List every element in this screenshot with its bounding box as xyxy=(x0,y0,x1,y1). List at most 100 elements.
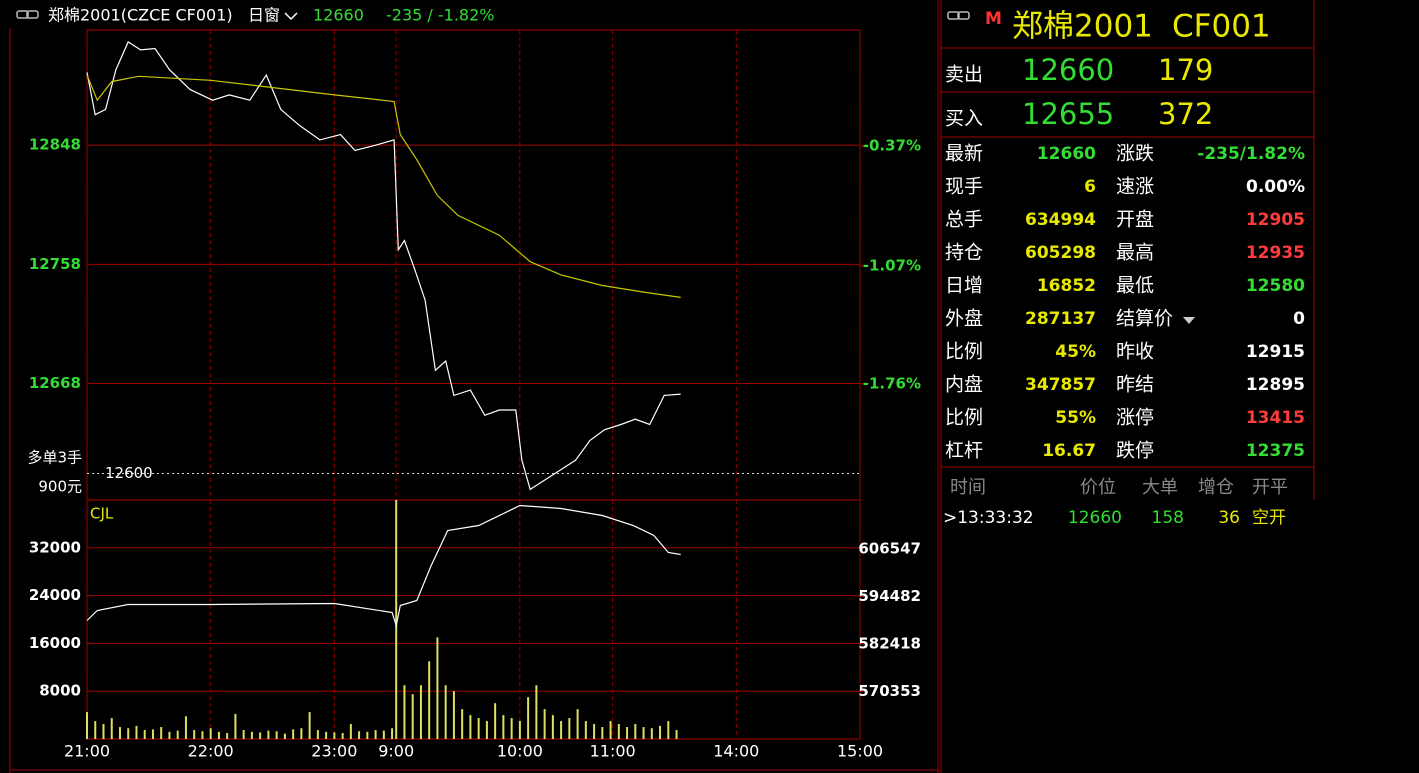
position-note: 900元 xyxy=(38,478,82,496)
dropdown-chevron[interactable] xyxy=(284,12,298,21)
quote-value: 12905 xyxy=(1246,210,1305,230)
panel-label: CJL xyxy=(90,505,114,523)
trade-header: 增仓 xyxy=(1198,477,1234,498)
volume-bar xyxy=(308,712,311,739)
header-change: -235 / -1.82% xyxy=(386,6,494,25)
volume-bar xyxy=(217,731,220,739)
y-tick-label: 8000 xyxy=(39,682,81,700)
y2-tick-label: 606547 xyxy=(858,540,921,558)
quote-label: 比例 xyxy=(945,407,983,429)
volume-bar xyxy=(642,727,645,739)
quote-value: 0.00% xyxy=(1246,177,1305,197)
volume-bar xyxy=(110,718,113,739)
volume-bar xyxy=(259,732,262,739)
position-note: 多单3手 xyxy=(27,449,82,467)
y2-tick-label: -1.76% xyxy=(863,374,921,392)
trade-header: 大单 xyxy=(1142,477,1178,498)
y2-tick-label: -0.37% xyxy=(863,137,921,155)
volume-bar xyxy=(461,709,464,739)
link-icon xyxy=(947,11,970,20)
quote-value: 347857 xyxy=(1025,375,1096,395)
header-last: 12660 xyxy=(313,6,364,25)
volume-bar xyxy=(267,730,270,739)
volume-bar xyxy=(395,500,398,739)
volume-bar xyxy=(160,727,163,739)
volume-bar xyxy=(209,728,212,739)
volume-bar xyxy=(667,721,670,739)
settle-dropdown[interactable] xyxy=(1183,317,1195,324)
quote-label: 速涨 xyxy=(1116,176,1154,198)
quote-value: 55% xyxy=(1055,408,1096,428)
volume-bar xyxy=(325,731,328,739)
volume-bar xyxy=(300,728,303,739)
volume-bar xyxy=(226,733,229,739)
volume-bar xyxy=(659,725,662,739)
y2-tick-label: 582418 xyxy=(858,634,921,652)
volume-bar xyxy=(502,715,505,739)
window-select[interactable]: 日窗 xyxy=(248,6,280,25)
quote-value: 12935 xyxy=(1246,243,1305,263)
y-tick-label: 12758 xyxy=(29,255,81,273)
volume-bar xyxy=(143,730,146,739)
quote-label: 跌停 xyxy=(1116,440,1154,462)
volume-bar xyxy=(358,731,361,739)
volume-bar xyxy=(650,728,653,739)
volume-bar xyxy=(333,732,336,739)
volume-bar xyxy=(436,637,439,739)
trade-header: 开平 xyxy=(1252,477,1288,498)
position-price: 12600 xyxy=(105,464,153,482)
x-tick-label: 11:00 xyxy=(590,742,636,761)
quote-value: 12375 xyxy=(1246,441,1305,461)
link-icon xyxy=(16,10,39,19)
book-volume: 372 xyxy=(1158,97,1213,131)
volume-bar xyxy=(551,715,554,739)
series-line xyxy=(86,504,681,628)
volume-bar xyxy=(675,730,678,739)
x-tick-label: 22:00 xyxy=(188,742,234,761)
quote-label: 比例 xyxy=(945,341,983,363)
y-tick-label: 24000 xyxy=(29,586,81,604)
volume-bar xyxy=(275,731,278,739)
volume-bar xyxy=(584,721,587,739)
quote-label: 开盘 xyxy=(1116,209,1154,231)
volume-bar xyxy=(193,730,196,739)
quote-label: 最高 xyxy=(1116,242,1154,264)
book-volume: 179 xyxy=(1158,53,1213,87)
trade-cell: >13:33:32 xyxy=(943,508,1034,528)
volume-bar xyxy=(283,733,286,739)
book-price: 12660 xyxy=(1022,53,1114,87)
quote-value: 287137 xyxy=(1025,309,1096,329)
x-tick-label: 10:00 xyxy=(497,742,543,761)
quote-value: 12915 xyxy=(1246,342,1305,362)
volume-bar xyxy=(518,721,521,739)
volume-bar xyxy=(444,685,447,739)
volume-bar xyxy=(419,685,422,739)
volume-bar xyxy=(341,733,344,739)
quote-label: 内盘 xyxy=(945,374,983,396)
quote-label: 涨跌 xyxy=(1116,143,1154,165)
volume-bar xyxy=(151,729,154,739)
volume-bar xyxy=(176,730,179,739)
quote-value: 12895 xyxy=(1246,375,1305,395)
volume-bar xyxy=(127,728,130,739)
volume-bar xyxy=(234,713,237,739)
trade-cell: 158 xyxy=(1152,508,1184,528)
y-tick-label: 12848 xyxy=(29,136,81,154)
x-tick-label: 23:00 xyxy=(311,742,357,761)
quote-label: 昨收 xyxy=(1116,341,1154,363)
volume-bar xyxy=(560,721,563,739)
volume-bar xyxy=(428,661,431,739)
y-tick-label: 32000 xyxy=(29,538,81,556)
quote-value: 6 xyxy=(1084,177,1096,197)
book-price: 12655 xyxy=(1022,97,1114,131)
volume-bar xyxy=(626,727,629,739)
y2-tick-label: -1.07% xyxy=(863,256,921,274)
volume-bar xyxy=(135,725,138,739)
volume-bar xyxy=(576,709,579,739)
volume-bar xyxy=(403,685,406,739)
volume-bar xyxy=(86,712,88,739)
y2-tick-label: 594482 xyxy=(858,587,921,605)
y-tick-label: 16000 xyxy=(29,634,81,652)
